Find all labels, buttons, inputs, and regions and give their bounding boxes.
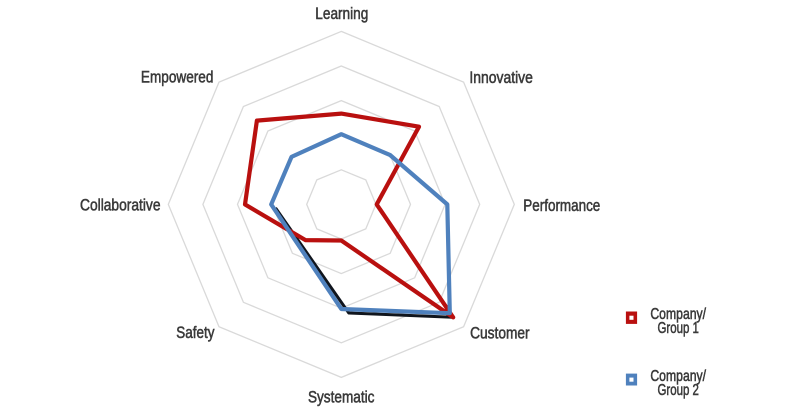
svg-text:Performance: Performance <box>523 197 600 215</box>
svg-text:Safety: Safety <box>176 324 215 342</box>
svg-text:Group 2: Group 2 <box>657 382 699 399</box>
svg-text:Innovative: Innovative <box>469 69 533 87</box>
svg-text:Customer: Customer <box>470 324 530 342</box>
svg-text:Group 1: Group 1 <box>657 320 699 337</box>
svg-text:Systematic: Systematic <box>308 388 375 406</box>
svg-text:Company/: Company/ <box>650 306 706 323</box>
svg-text:Learning: Learning <box>315 5 368 23</box>
svg-text:Company/: Company/ <box>650 368 706 385</box>
svg-text:Collaborative: Collaborative <box>80 197 161 215</box>
svg-text:Empowered: Empowered <box>141 68 214 86</box>
